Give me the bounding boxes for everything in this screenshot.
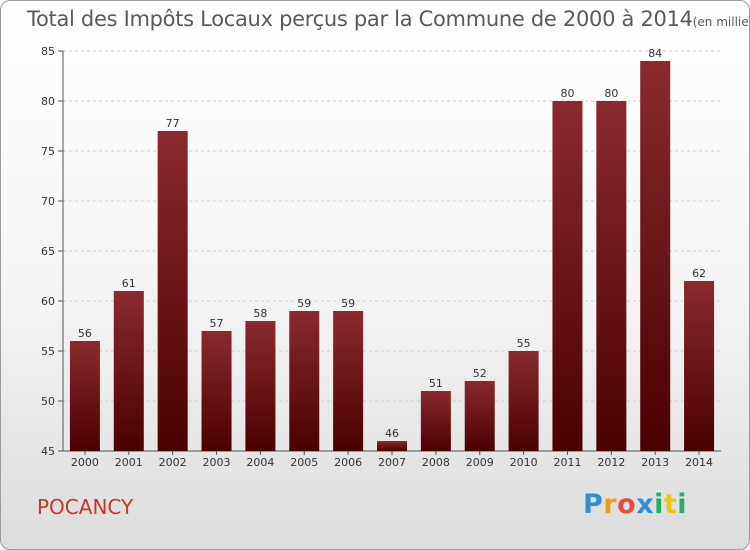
y-tick-label: 80 <box>41 95 55 108</box>
bar <box>245 321 276 451</box>
y-tick-label: 85 <box>41 45 55 58</box>
bar <box>113 291 144 451</box>
bar <box>508 351 539 451</box>
data-label: 57 <box>210 317 224 330</box>
data-label: 84 <box>648 47 662 60</box>
x-tick-label: 2000 <box>71 456 99 469</box>
bar <box>377 441 407 451</box>
logo-letter: i <box>654 489 664 520</box>
x-tick-label: 2005 <box>290 456 318 469</box>
bar <box>69 341 100 451</box>
bars <box>69 61 715 451</box>
bar <box>640 61 671 451</box>
logo-letter: i <box>677 489 688 520</box>
x-tick-label: 2008 <box>422 456 450 469</box>
x-tick-label: 2006 <box>334 456 362 469</box>
data-label: 77 <box>166 117 180 130</box>
x-tick-label: 2007 <box>378 456 406 469</box>
labels: 56 61 77 57 58 59 59 46 51 52 55 80 80 84 62 <box>78 47 706 440</box>
data-label: 58 <box>253 307 267 320</box>
bar <box>201 331 232 451</box>
data-label: 52 <box>473 367 487 380</box>
x-tick-label: 2003 <box>203 456 231 469</box>
data-label: 59 <box>341 297 355 310</box>
bar <box>684 281 715 451</box>
y-tick-label: 45 <box>41 445 55 458</box>
logo-letter: t <box>663 489 678 520</box>
commune-name: POCANCY <box>37 495 134 519</box>
logo-letter: o <box>617 489 637 520</box>
data-label: 46 <box>385 427 399 440</box>
y-tick-label: 65 <box>41 245 55 258</box>
x-tick-label: 2002 <box>159 456 187 469</box>
bar <box>157 131 188 451</box>
y-tick-label: 60 <box>41 295 55 308</box>
chart-title-unit: (en milliers d'€) <box>692 15 749 29</box>
data-label: 55 <box>517 337 531 350</box>
y-tick-label: 70 <box>41 195 55 208</box>
logo-letter: r <box>603 489 618 520</box>
bar <box>333 311 364 451</box>
y-tick-label: 75 <box>41 145 55 158</box>
data-label: 62 <box>692 267 706 280</box>
x-tick-label: 2011 <box>553 456 581 469</box>
x-tick-label: 2012 <box>597 456 625 469</box>
proxiti-logo: Proxiti <box>583 489 687 520</box>
x-tick-label: 2010 <box>510 456 538 469</box>
data-label: 61 <box>122 277 136 290</box>
data-label: 56 <box>78 327 92 340</box>
logo-letter: x <box>636 489 655 520</box>
data-label: 51 <box>429 377 443 390</box>
bar <box>289 311 320 451</box>
bar <box>420 391 451 451</box>
data-label: 59 <box>297 297 311 310</box>
bar <box>596 101 627 451</box>
y-tick-label: 55 <box>41 345 55 358</box>
data-label: 80 <box>560 87 574 100</box>
chart-title-main: Total des Impôts Locaux perçus par la Co… <box>27 7 693 31</box>
logo-letter: P <box>583 489 604 520</box>
bar <box>464 381 495 451</box>
x-tick-label: 2009 <box>466 456 494 469</box>
data-label: 80 <box>604 87 618 100</box>
x-tick-label: 2014 <box>685 456 713 469</box>
x-tick-label: 2001 <box>115 456 143 469</box>
y-tick-label: 50 <box>41 395 55 408</box>
x-tick-label: 2013 <box>641 456 669 469</box>
x-tick-label: 2004 <box>246 456 274 469</box>
chart-title: Total des Impôts Locaux perçus par la Co… <box>27 7 749 31</box>
bar <box>552 101 583 451</box>
